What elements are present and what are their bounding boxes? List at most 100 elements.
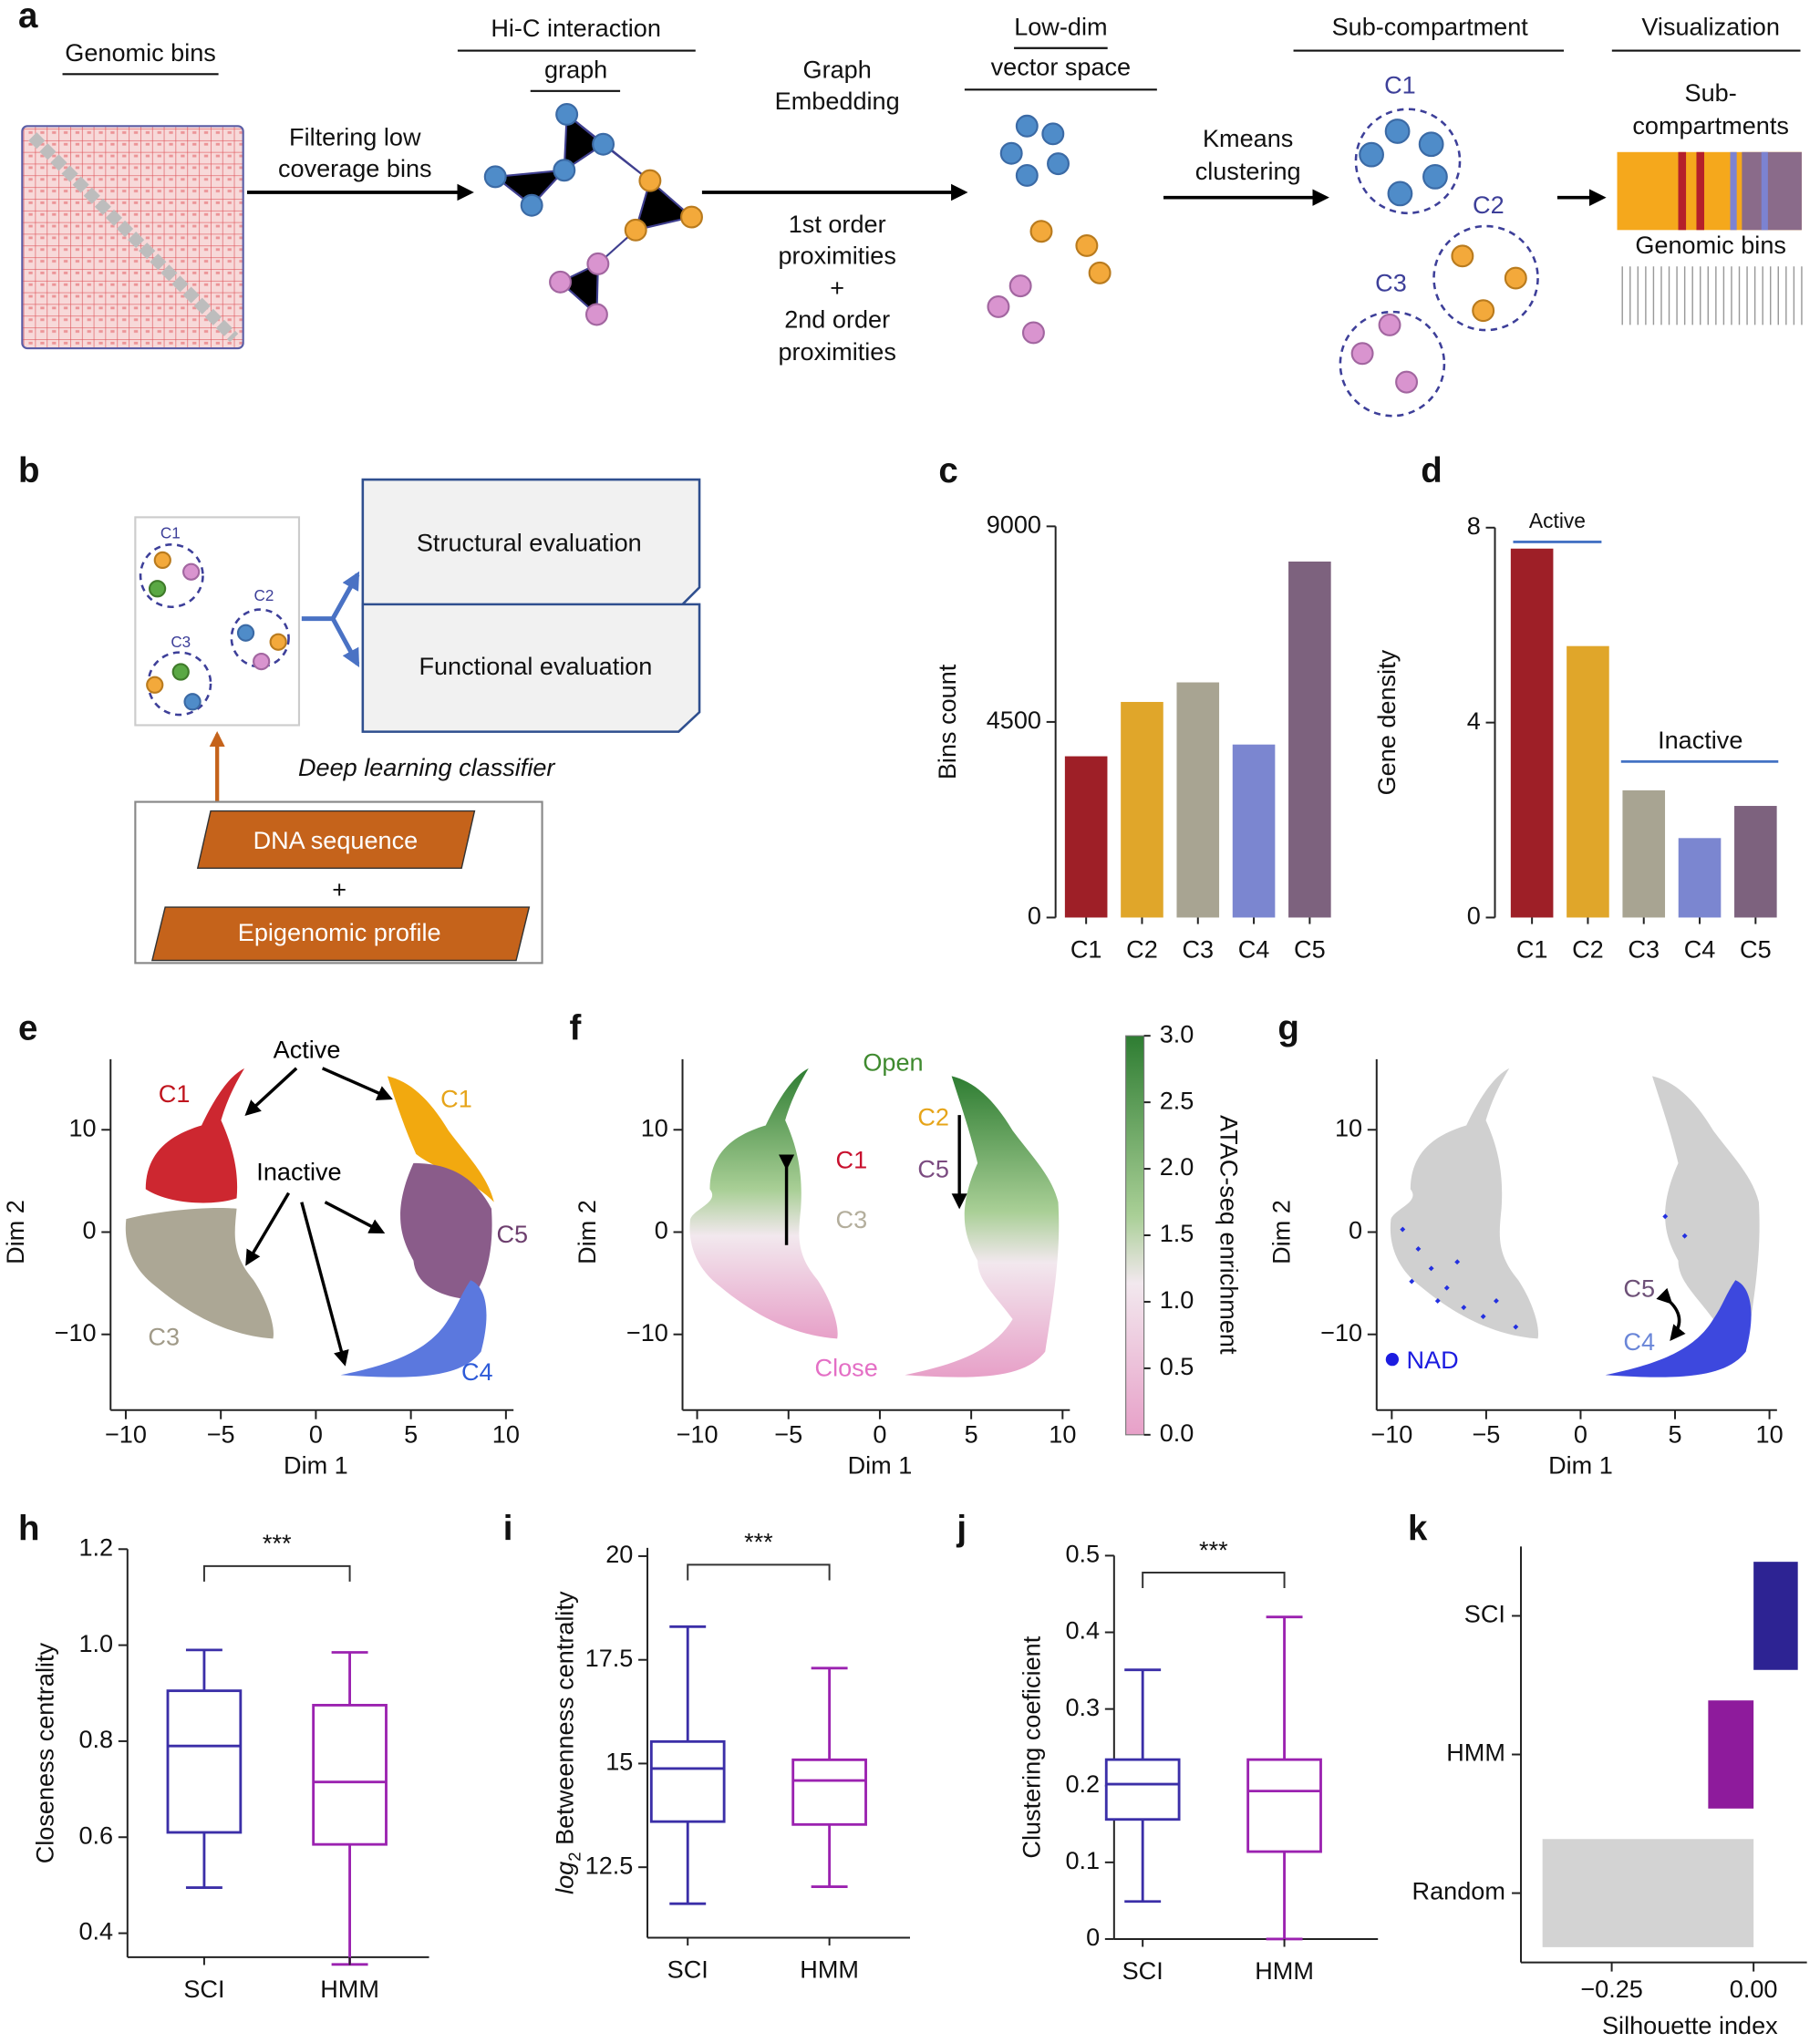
x-tick-label: −0.25 xyxy=(1580,1975,1643,2003)
colorbar-label: ATAC-seq enrichment xyxy=(1215,1115,1244,1355)
label: Hi-C interaction xyxy=(491,14,661,42)
label: 2nd order xyxy=(784,304,890,333)
panel-label: i xyxy=(503,1509,513,1548)
x-tick-label: −10 xyxy=(105,1419,147,1448)
colorbar-tick-label: 3.0 xyxy=(1160,1019,1194,1047)
label: DNA sequence xyxy=(253,826,419,854)
bar xyxy=(1510,548,1554,918)
x-axis-label: Dim 1 xyxy=(848,1451,913,1480)
y-tick-label: 12.5 xyxy=(585,1851,634,1879)
x-tick-label: 10 xyxy=(492,1419,520,1448)
significance: *** xyxy=(744,1528,773,1556)
y-tick-label: 10 xyxy=(641,1113,668,1141)
label: coverage bins xyxy=(278,154,432,182)
cluster-box xyxy=(134,516,301,727)
annotation: C3 xyxy=(836,1205,868,1233)
y-tick-label: 15 xyxy=(605,1748,633,1776)
x-tick-label: C1 xyxy=(1070,935,1102,964)
panel-label: b xyxy=(18,451,40,490)
annotation: C5 xyxy=(1623,1274,1655,1303)
bar xyxy=(1121,701,1163,918)
nad-points xyxy=(1400,1213,1688,1330)
y-tick-label: 20 xyxy=(605,1540,633,1568)
bar xyxy=(1567,645,1609,918)
colorbar-tick-label: 2.5 xyxy=(1160,1086,1194,1114)
graph xyxy=(483,102,703,326)
panel-label: j xyxy=(956,1509,967,1548)
document xyxy=(361,603,701,733)
x-tick-label: C5 xyxy=(1294,935,1326,964)
significance: *** xyxy=(263,1529,292,1557)
x-axis-label: Dim 1 xyxy=(284,1451,348,1480)
x-tick-label: C4 xyxy=(1684,935,1716,964)
fork-arrow xyxy=(330,571,360,620)
panel-labels: a b c d e f g h i j k xyxy=(18,0,1443,1548)
x-tick-label: C2 xyxy=(1572,935,1604,964)
box xyxy=(312,1704,388,1846)
annotation: C2 xyxy=(917,1103,949,1131)
x-tick-label: −5 xyxy=(207,1419,235,1448)
colorbar-tick-label: 1.5 xyxy=(1160,1219,1194,1247)
label: + xyxy=(332,875,346,903)
y-axis-label-part: 2 xyxy=(565,1852,584,1861)
bar xyxy=(1708,1700,1754,1809)
x-tick-label: −10 xyxy=(1370,1419,1412,1448)
cluster-region xyxy=(400,1162,492,1300)
panel-label: c xyxy=(938,451,957,490)
legend-dot xyxy=(1385,1353,1400,1367)
map-f xyxy=(689,1035,1145,1436)
annotation: C3 xyxy=(148,1322,180,1350)
x-tick-label: HMM xyxy=(800,1955,859,1984)
cluster-label: C2 xyxy=(254,587,274,604)
y-axis-label-part: log xyxy=(551,1862,579,1894)
annotation: C4 xyxy=(461,1357,493,1386)
cluster-region xyxy=(145,1068,245,1203)
box xyxy=(1246,1758,1322,1853)
label: compartments xyxy=(1632,111,1789,139)
annotation: Close xyxy=(815,1354,878,1382)
y-tick-label: 0.1 xyxy=(1065,1846,1100,1874)
embedding-points xyxy=(987,114,1112,345)
label: Visualization xyxy=(1641,13,1780,41)
annotation: C1 xyxy=(836,1146,868,1174)
y-tick-label: 0 xyxy=(83,1216,97,1244)
x-tick-label: C2 xyxy=(1126,935,1158,964)
label: proximities xyxy=(778,241,895,269)
annotation: Active xyxy=(274,1035,341,1063)
panel-label: a xyxy=(18,0,38,36)
y-tick-label: 0.4 xyxy=(78,1917,113,1945)
box xyxy=(166,1689,243,1834)
bar xyxy=(1232,744,1276,918)
y-tick-label: 0.2 xyxy=(1065,1770,1100,1798)
label: Structural evaluation xyxy=(417,528,642,556)
label: Sub-compartment xyxy=(1332,13,1529,41)
label: graph xyxy=(544,56,607,84)
panel-label: k xyxy=(1408,1509,1428,1548)
label: Filtering low xyxy=(289,123,421,151)
y-tick-label: SCI xyxy=(1464,1600,1505,1628)
input xyxy=(196,810,476,869)
diagram-a: Genomic bins Filtering low coverage bins… xyxy=(21,13,1803,418)
annotation: Open xyxy=(863,1048,923,1077)
cluster-label: C3 xyxy=(1375,268,1407,296)
label: proximities xyxy=(778,337,895,366)
label: Genomic bins xyxy=(65,38,216,67)
significance-bracket xyxy=(1142,1571,1286,1589)
x-tick-label: −5 xyxy=(1472,1419,1500,1448)
label: Graph xyxy=(803,56,872,84)
label: Kmeans xyxy=(1203,124,1293,152)
colorbar-tick-label: 2.0 xyxy=(1160,1152,1194,1181)
track xyxy=(1617,151,1802,231)
bar xyxy=(1678,838,1722,918)
x-axis-label: Silhouette index xyxy=(1602,2011,1778,2039)
label: Deep learning classifier xyxy=(298,753,555,781)
y-tick-label: 0 xyxy=(1467,902,1481,930)
y-tick-label: −10 xyxy=(55,1318,97,1347)
y-tick-label: 4500 xyxy=(987,706,1041,734)
panel-label: f xyxy=(570,1009,582,1048)
cluster-label: C1 xyxy=(1384,71,1416,99)
y-tick-label: 0.5 xyxy=(1065,1540,1100,1568)
y-tick-label: 0 xyxy=(1349,1216,1362,1244)
annotation: C5 xyxy=(496,1220,528,1248)
nad-region xyxy=(1605,1280,1752,1377)
